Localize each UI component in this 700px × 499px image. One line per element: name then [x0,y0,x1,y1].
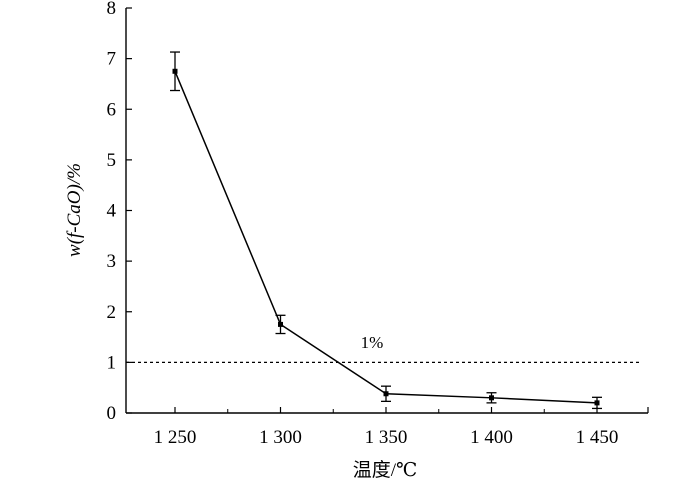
x-tick-label: 1 350 [365,427,408,448]
x-ticks: 1 250 1 300 1 350 1 400 1 450 [126,407,649,448]
y-tick-label: 1 [107,352,117,373]
series-line [174,70,598,404]
x-tick-label: 1 450 [576,427,619,448]
y-axis-title: w(f-CaO)/% [64,163,85,257]
y-tick-label: 5 [107,150,117,171]
y-tick-label: 4 [107,201,117,222]
data-point [383,391,389,397]
y-ticks: 0 1 2 3 4 5 6 7 8 [107,0,132,424]
data-point [172,68,178,74]
x-tick-label: 1 250 [154,427,197,448]
data-point [489,395,494,401]
y-tick-label: 7 [107,49,117,70]
x-tick-label: 1 400 [470,427,513,448]
data-point [278,321,283,327]
reference-line-label: 1% [361,333,384,352]
series-group [170,51,602,410]
x-axis-title: 温度/℃ [353,459,418,481]
y-tick-label: 6 [107,99,117,120]
y-tick-label: 0 [107,403,117,424]
y-tick-label: 2 [107,302,117,323]
y-tick-label: 3 [107,251,117,272]
data-point [594,400,600,406]
y-tick-label: 8 [107,0,117,19]
axes [125,8,648,414]
x-tick-label: 1 300 [259,427,302,448]
